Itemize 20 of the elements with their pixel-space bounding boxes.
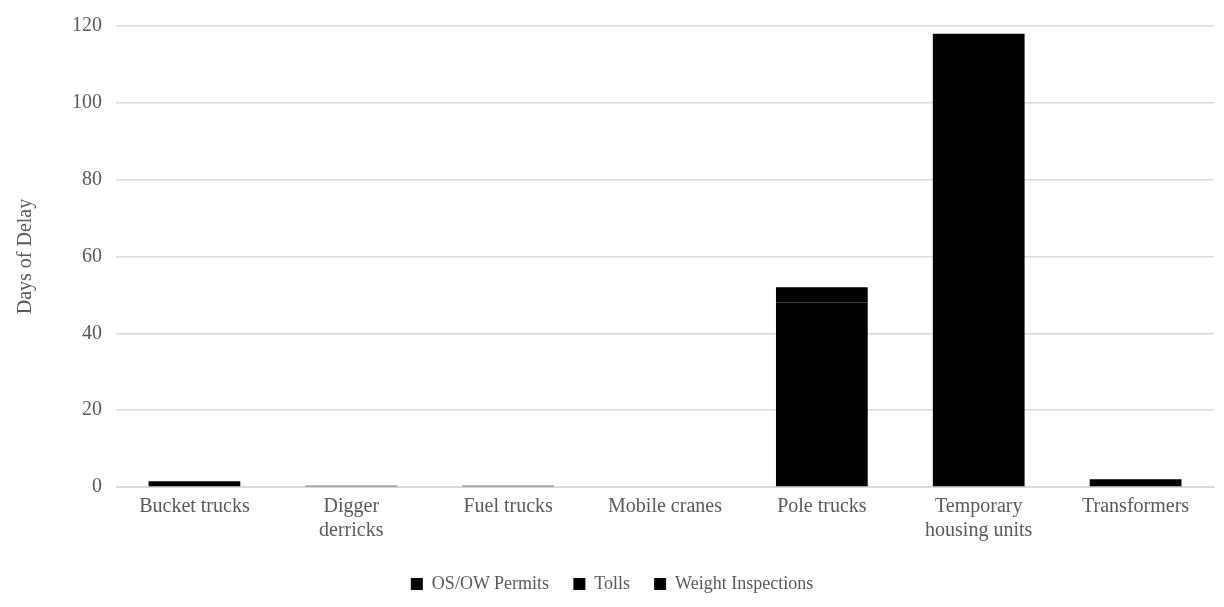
- x-tick-label: Bucket trucks: [139, 494, 250, 517]
- bar: [148, 481, 241, 487]
- y-tick-label: 40: [82, 320, 102, 343]
- x-tick-label: Temporary housing units: [925, 494, 1033, 542]
- x-tick-label: Transformers: [1082, 494, 1190, 517]
- x-tick-label: Mobile cranes: [608, 494, 723, 517]
- legend-label: OS/OW Permits: [431, 572, 550, 593]
- y-tick-label: 80: [82, 166, 102, 189]
- y-tick-label: 120: [72, 13, 102, 36]
- x-tick-label: Digger derricks: [319, 494, 384, 541]
- x-tick-label: Pole trucks: [777, 494, 867, 517]
- y-tick-label: 20: [82, 397, 102, 420]
- legend-label: Tolls: [594, 572, 631, 593]
- y-tick-label: 60: [82, 243, 102, 266]
- bar: [1089, 479, 1182, 487]
- legend-label: Weight Inspections: [675, 572, 814, 593]
- y-tick-label: 100: [72, 90, 102, 113]
- y-tick-label: 0: [92, 474, 102, 497]
- x-tick-label: Fuel trucks: [463, 494, 554, 517]
- y-axis-title: Days of Delay: [13, 198, 37, 315]
